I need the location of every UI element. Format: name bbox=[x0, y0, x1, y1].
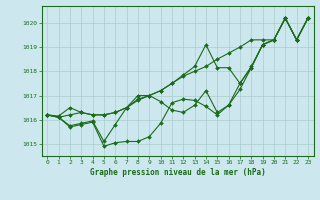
X-axis label: Graphe pression niveau de la mer (hPa): Graphe pression niveau de la mer (hPa) bbox=[90, 168, 266, 177]
